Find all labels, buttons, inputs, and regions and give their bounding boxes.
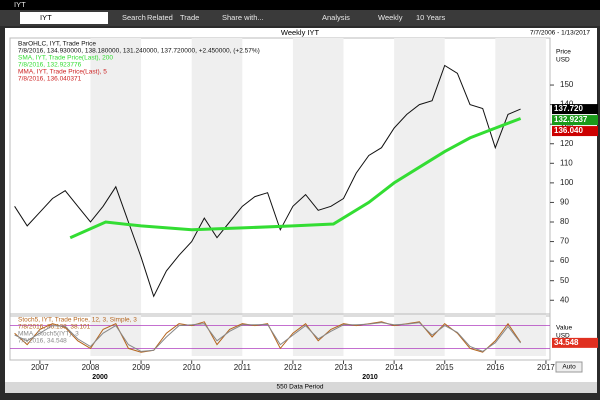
legend-detail: 7/8/2016, 34.548 (18, 338, 67, 345)
toolbar-item[interactable]: Trade (180, 13, 199, 22)
y-axis-label: Value (556, 325, 573, 332)
chart-title: Weekly IYT (281, 28, 320, 37)
value-badge-label: 132.9237 (554, 115, 588, 124)
series-line (14, 64, 521, 298)
panel-border (9, 313, 551, 361)
date-range: 7/7/2006 - 1/13/2017 (530, 30, 590, 37)
year-band (394, 38, 445, 356)
toolbar-item[interactable]: Related (147, 13, 173, 22)
value-badge (552, 337, 598, 348)
y-tick-label: 80 (560, 217, 569, 226)
y-axis-label: USD (556, 333, 570, 340)
toolbar-item[interactable]: Weekly (378, 13, 403, 22)
x-tick-label: 2013 (335, 363, 353, 372)
y-axis-label: USD (556, 57, 570, 64)
period-label: 550 Data Period (277, 384, 324, 391)
x-tick-label: 2008 (82, 363, 100, 372)
year-band (191, 38, 243, 356)
decade-label: 2000 (92, 374, 108, 381)
y-tick-label: 110 (560, 158, 573, 167)
value-badge-label: 137.720 (554, 104, 583, 113)
x-tick-label: 2017 (537, 363, 555, 372)
toolbar-item[interactable]: Search (122, 13, 146, 22)
x-tick-label: 2007 (31, 363, 49, 372)
legend-detail: 7/8/2016, 136.040371 (18, 76, 82, 83)
symbol-text: IYT (40, 13, 52, 22)
auto-button[interactable] (555, 361, 583, 373)
title-bar (0, 0, 600, 10)
symbol-field[interactable] (20, 12, 108, 24)
y-tick-label: 100 (560, 178, 574, 187)
legend-name: MMA, IYT, Trade Price(Last), 5 (18, 69, 107, 76)
year-band (495, 38, 546, 356)
series-line (69, 117, 522, 240)
y-tick-label: 50 (560, 276, 569, 285)
x-tick-label: 2014 (385, 363, 403, 372)
series-line (14, 322, 521, 352)
y-tick-label: 60 (560, 256, 569, 265)
y-tick-label: 150 (560, 80, 574, 89)
y-tick-label: 40 (560, 295, 569, 304)
decade-label: 2010 (362, 374, 378, 381)
legend-detail: 7/8/2016, 134.930000, 138.180000, 131.24… (18, 48, 260, 55)
x-tick-label: 2015 (436, 363, 454, 372)
legend-name: MMA, Stoch5(IYT), 3 (18, 331, 79, 338)
legend-name: Stoch5, IYT, Trade Price, 12, 3, Simple,… (18, 317, 137, 324)
value-badge-label: 136.040 (554, 126, 583, 135)
footer-bar (5, 382, 597, 393)
window-title: IYT (14, 0, 26, 9)
value-badge (552, 126, 598, 137)
x-tick-label: 2012 (284, 363, 302, 372)
value-badge (552, 115, 598, 126)
auto-label: Auto (562, 364, 576, 371)
x-tick-label: 2016 (486, 363, 504, 372)
toolbar-item[interactable]: 10 Years (416, 13, 445, 22)
legend-detail: 7/8/2016, 36.138, 38.101 (18, 324, 91, 331)
y-tick-label: 120 (560, 139, 574, 148)
y-tick-label: 90 (560, 198, 569, 207)
series-line (14, 321, 522, 353)
y-tick-label: 70 (560, 237, 569, 246)
x-tick-label: 2011 (234, 363, 252, 372)
toolbar-item[interactable]: Analysis (322, 13, 350, 22)
y-axis-label: Price (556, 49, 571, 56)
value-badge (552, 104, 598, 115)
x-tick-label: 2010 (183, 363, 201, 372)
legend-name: BarOHLC, IYT, Trade Price (18, 41, 96, 48)
toolbar-item[interactable]: Share with... (222, 13, 264, 22)
legend-name: SMA, IYT, Trade Price(Last), 200 (18, 55, 113, 62)
year-band (90, 38, 142, 356)
value-badge-label: 34.548 (554, 338, 579, 347)
toolbar (0, 10, 600, 26)
panel-border (9, 37, 551, 317)
legend-detail: 7/8/2016, 132.923776 (18, 62, 82, 69)
x-tick-label: 2009 (132, 363, 150, 372)
year-band (292, 38, 344, 356)
